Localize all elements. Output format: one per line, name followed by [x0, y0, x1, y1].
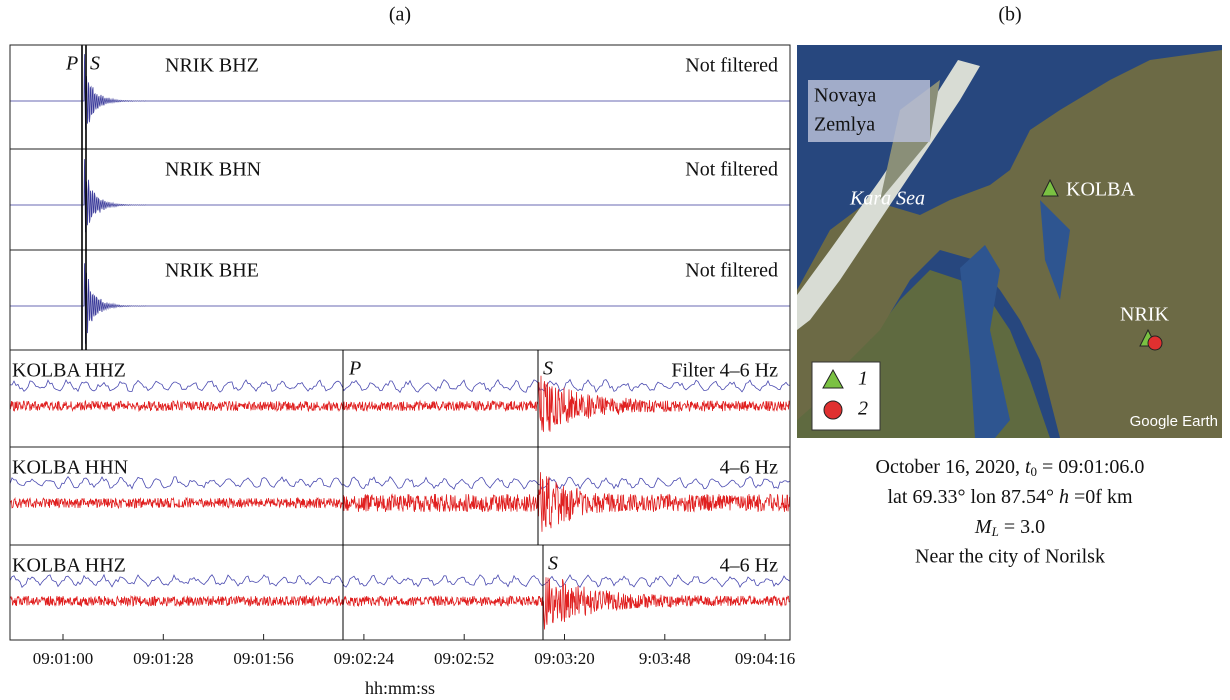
x-tick-label: 09:01:28: [133, 649, 193, 668]
caption-text: L: [991, 524, 999, 539]
panel-label: (b): [998, 4, 1021, 26]
caption: October 16, 2020, t0 = 09:01:06.0 lat 69…: [876, 456, 1145, 568]
filter-label: 4–6 Hz: [720, 555, 778, 577]
map-panel: Novaya Zemlya Kara Sea KOLBA NRIK 1 2 Go…: [797, 45, 1222, 438]
caption-line: Near the city of Norilsk: [915, 546, 1105, 568]
caption-text: =0f km: [1069, 486, 1133, 508]
waveform: [10, 54, 790, 130]
phase-label: P: [348, 358, 361, 380]
caption-line: ML = 3.0: [974, 516, 1045, 539]
legend-marker: [824, 401, 842, 419]
figure: (a) (b) NRIK BHZ Not filtered NRIK BHN Not …: [0, 0, 1230, 700]
station-label: KOLBA HHZ: [12, 360, 126, 382]
plot-frame: [10, 45, 790, 640]
station-label: NRIK BHE: [165, 260, 259, 282]
caption-text: = 3.0: [999, 516, 1045, 538]
waveform: [10, 159, 790, 232]
waveform: [10, 577, 790, 629]
legend: [812, 362, 880, 430]
x-axis-label: hh:mm:ss: [365, 678, 435, 698]
x-tick-label: 09:01:00: [33, 649, 93, 668]
caption-text: October 16, 2020,: [876, 456, 1025, 478]
envelope: [10, 575, 790, 588]
filter-label: 4–6 Hz: [720, 457, 778, 479]
caption-text: lat 69.33° lon 87.54°: [887, 486, 1059, 508]
phase-label: P: [65, 53, 78, 75]
caption-line: lat 69.33° lon 87.54° h =0f km: [887, 486, 1132, 508]
x-tick-label: 09:02:24: [334, 649, 395, 668]
map-label: KOLBA: [1066, 179, 1135, 201]
map-label: Zemlya: [814, 114, 875, 136]
caption-line: October 16, 2020, t0 = 09:01:06.0: [876, 456, 1145, 479]
waveform: [10, 263, 790, 344]
x-tick-label: 09:03:20: [534, 649, 594, 668]
station-label: KOLBA HHZ: [12, 555, 126, 577]
station-label: NRIK BHN: [165, 159, 261, 181]
station-label: KOLBA HHN: [12, 457, 128, 479]
legend-label: 2: [858, 398, 868, 420]
x-tick-label: 09:02:52: [434, 649, 494, 668]
station-label: NRIK BHZ: [165, 55, 259, 77]
filter-label: Not filtered: [685, 55, 778, 77]
credit: Google Earth: [1130, 413, 1218, 430]
phase-label: S: [90, 53, 100, 75]
phase-label: S: [543, 358, 553, 380]
caption-text: h: [1059, 486, 1069, 508]
caption-text: M: [974, 516, 993, 538]
x-tick-label: 09:04:16: [735, 649, 795, 668]
waveform: [10, 472, 790, 532]
filter-label: Not filtered: [685, 260, 778, 282]
epicenter-marker: [1148, 336, 1162, 350]
x-tick-label: 9:03:48: [639, 649, 691, 668]
filter-label: Not filtered: [685, 159, 778, 181]
filter-label: Filter 4–6 Hz: [671, 360, 778, 382]
map-label: NRIK: [1120, 304, 1169, 326]
caption-text: = 09:01:06.0: [1037, 456, 1144, 478]
map-label: Kara Sea: [849, 188, 925, 210]
legend-label: 1: [858, 368, 868, 390]
phase-label: S: [548, 553, 558, 575]
map-label: Novaya: [814, 85, 876, 107]
panel-label: (a): [389, 4, 411, 26]
x-tick-label: 09:01:56: [233, 649, 293, 668]
waveform-panel: NRIK BHZ Not filtered NRIK BHN Not filtered…: [10, 45, 795, 698]
